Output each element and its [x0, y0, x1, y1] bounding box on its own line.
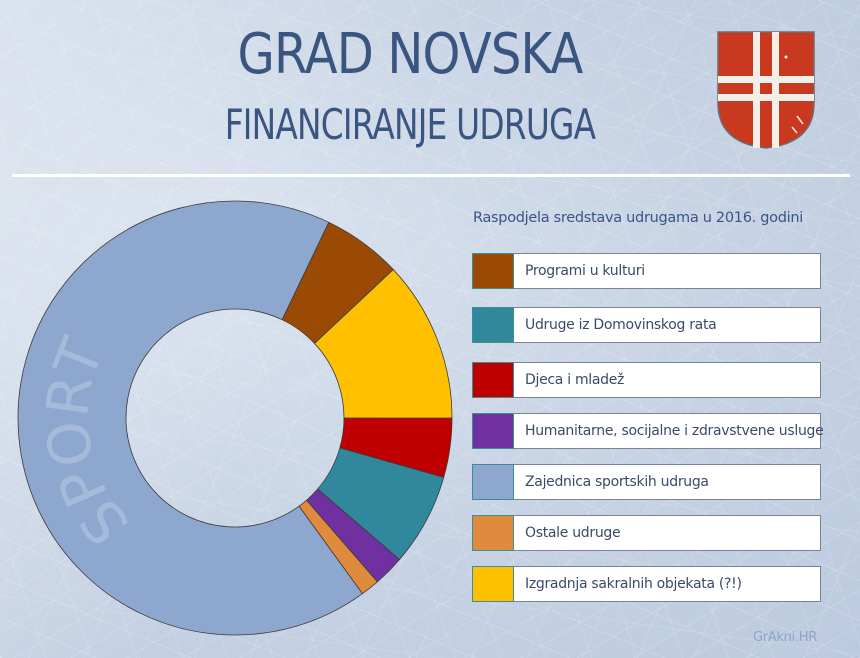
page-title: GRAD NOVSKA — [237, 22, 584, 87]
legend-swatch — [472, 566, 514, 602]
legend-item-sport: Zajednica sportskih udruga — [472, 464, 821, 500]
legend-title: Raspodjela sredstava udrugama u 2016. go… — [473, 210, 803, 226]
legend-swatch — [472, 362, 514, 398]
donut-slice — [17, 200, 363, 636]
legend-swatch — [472, 307, 514, 343]
legend-label: Djeca i mladež — [525, 372, 625, 388]
donut-chart: SPORT — [17, 200, 453, 636]
legend-item-other: Ostale udruge — [472, 515, 821, 551]
legend-label: Humanitarne, socijalne i zdravstvene usl… — [525, 423, 824, 439]
watermark: GrAkni.HR — [753, 630, 817, 645]
novska-coat-of-arms-icon — [717, 31, 815, 149]
legend-label: Udruge iz Domovinskog rata — [525, 317, 717, 333]
legend-item-homeland-war: Udruge iz Domovinskog rata — [472, 307, 821, 343]
header-divider — [12, 174, 850, 177]
legend-label: Programi u kulturi — [525, 263, 645, 279]
legend-swatch — [472, 413, 514, 449]
legend-swatch — [472, 464, 514, 500]
legend-swatch — [472, 515, 514, 551]
legend-label: Zajednica sportskih udruga — [525, 474, 709, 490]
legend-label: Ostale udruge — [525, 525, 621, 541]
legend-item-youth: Djeca i mladež — [472, 362, 821, 398]
page-subtitle: FINANCIRANJE UDRUGA — [224, 100, 596, 149]
legend-label: Izgradnja sakralnih objekata (?!) — [525, 576, 742, 592]
legend-item-culture: Programi u kulturi — [472, 253, 821, 289]
legend-swatch — [472, 253, 514, 289]
legend-item-humanitarian: Humanitarne, socijalne i zdravstvene usl… — [472, 413, 824, 449]
legend-item-sacral: Izgradnja sakralnih objekata (?!) — [472, 566, 821, 602]
